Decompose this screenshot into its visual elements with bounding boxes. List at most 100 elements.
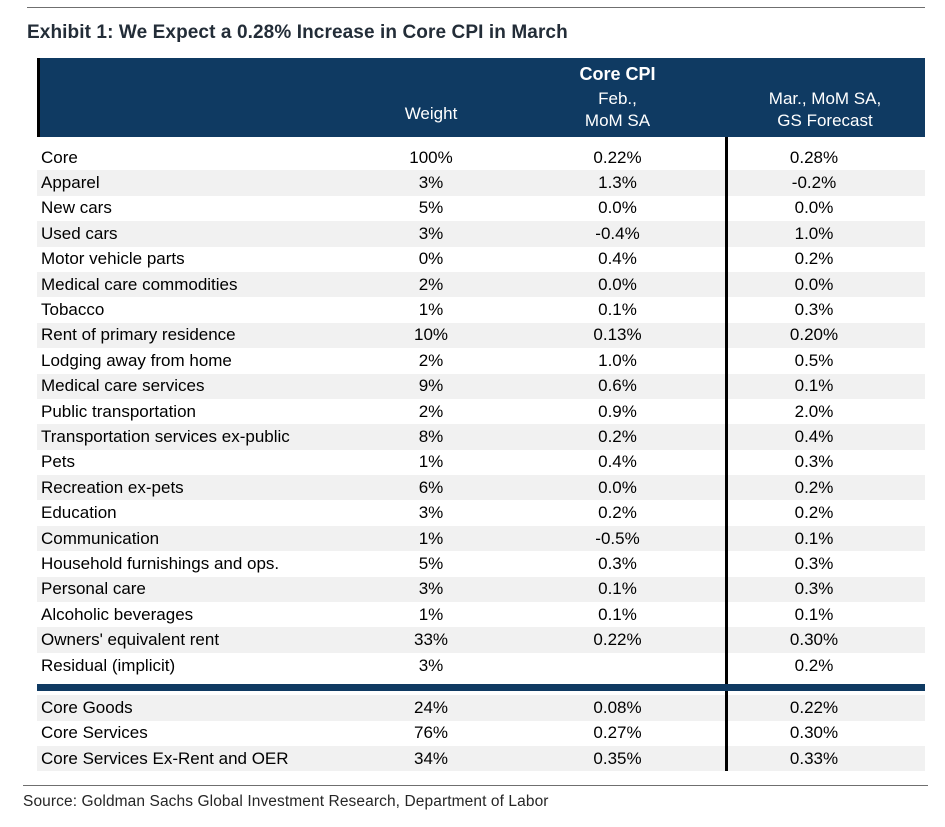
feb-cell: 0.9% <box>598 401 637 421</box>
mar-cell: 0.1% <box>794 528 834 548</box>
category-cell: Lodging away from home <box>41 350 232 370</box>
feb-cell: 0.3% <box>598 553 637 573</box>
table-row: Alcoholic beverages 1% 0.1% 0.1% <box>37 602 925 627</box>
weight-cell: 10% <box>413 325 449 345</box>
table-row: Medical care commodities 2% 0.0% 0.0% <box>37 271 925 298</box>
mar-cell: 0.0% <box>794 198 834 218</box>
table-row: Medical care services 9% 0.6% 0.1% <box>37 373 925 399</box>
core-cpi-table: Weight Core CPI Feb., MoM SA Mar., MoM S… <box>37 58 925 772</box>
mar-column-label: Mar., MoM SA, GS Forecast <box>768 89 882 130</box>
weight-cell: 1% <box>418 300 444 320</box>
mar-cell: 0.5% <box>794 350 834 370</box>
weight-cell: 2% <box>418 401 444 421</box>
feb-cell: 0.22% <box>593 147 642 167</box>
category-cell: Medical care commodities <box>41 274 238 294</box>
feb-cell: 0.22% <box>593 630 642 650</box>
feb-cell: 0.2% <box>598 426 637 446</box>
table-row: Residual (implicit) 3% 0.2% <box>37 653 925 678</box>
mar-cell: -0.2% <box>791 173 837 193</box>
table-row: Tobacco 1% 0.1% 0.3% <box>37 297 925 322</box>
table-row: Core Services 76% 0.27% 0.30% <box>37 721 925 746</box>
header-body-gap <box>37 137 925 145</box>
category-cell: Transportation services ex-public <box>41 426 290 446</box>
mar-cell: 0.2% <box>794 503 834 523</box>
category-cell: Owners' equivalent rent <box>41 630 220 650</box>
feb-cell: 1.0% <box>598 350 637 370</box>
table-row: Communication 1% -0.5% 0.1% <box>37 525 925 552</box>
mar-cell: 2.0% <box>794 401 834 421</box>
feb-cell: 0.1% <box>598 579 637 599</box>
mar-cell: 0.2% <box>794 477 834 497</box>
table-row: Household furnishings and ops. 5% 0.3% 0.3% <box>37 551 925 576</box>
column-divider-line <box>725 137 728 772</box>
category-cell: Pets <box>41 452 76 472</box>
category-cell: Used cars <box>41 223 118 243</box>
weight-cell: 8% <box>418 426 444 446</box>
table-row: Personal care 3% 0.1% 0.3% <box>37 576 925 603</box>
table-row: Core 100% 0.22% 0.28% <box>37 145 925 170</box>
category-cell: Medical care services <box>41 376 205 396</box>
table-row: Motor vehicle parts 0% 0.4% 0.2% <box>37 247 925 272</box>
mar-cell: 0.28% <box>789 147 839 167</box>
table-header: Weight Core CPI Feb., MoM SA Mar., MoM S… <box>37 58 925 137</box>
table-row: Lodging away from home 2% 1.0% 0.5% <box>37 348 925 373</box>
group-header-core-cpi: Core CPI <box>579 64 656 84</box>
table-row: Apparel 3% 1.3% -0.2% <box>37 170 925 196</box>
table-row: Transportation services ex-public 8% 0.2% 0… <box>37 424 925 450</box>
weight-cell: 1% <box>418 452 444 472</box>
category-cell: Apparel <box>41 173 100 193</box>
feb-cell: 0.4% <box>598 249 637 269</box>
category-cell: Alcoholic beverages <box>41 604 194 624</box>
mar-cell: 0.1% <box>794 604 834 624</box>
mar-cell: 0.3% <box>794 553 834 573</box>
category-cell: Education <box>41 503 117 523</box>
feb-cell: 0.08% <box>593 697 642 717</box>
table-row: Recreation ex-pets 6% 0.0% 0.2% <box>37 475 925 501</box>
exhibit-title: Exhibit 1: We Expect a 0.28% Increase in… <box>27 22 568 43</box>
feb-cell: -0.4% <box>595 223 640 243</box>
category-cell: Rent of primary residence <box>41 325 236 345</box>
weight-cell: 0% <box>418 249 444 269</box>
weight-cell: 76% <box>413 723 449 743</box>
table-row: Core Services Ex-Rent and OER 34% 0.35% 0.3… <box>37 745 925 772</box>
header-weight-cell: Weight <box>352 58 510 137</box>
weight-cell: 3% <box>418 173 444 193</box>
feb-cell: 0.2% <box>598 503 637 523</box>
table-row: Rent of primary residence 10% 0.13% 0.20% <box>37 322 925 349</box>
category-cell: Household furnishings and ops. <box>41 553 280 573</box>
category-cell: Public transportation <box>41 401 196 421</box>
mar-cell: 0.20% <box>789 325 839 345</box>
category-cell: Core Goods <box>41 697 133 717</box>
category-cell: New cars <box>41 198 112 218</box>
table-row: Owners' equivalent rent 33% 0.22% 0.30% <box>37 627 925 653</box>
weight-cell: 3% <box>418 655 444 675</box>
feb-cell: 1.3% <box>598 173 637 193</box>
category-cell: Residual (implicit) <box>41 655 176 675</box>
feb-cell: 0.27% <box>593 723 642 743</box>
table-row: Education 3% 0.2% 0.2% <box>37 500 925 525</box>
feb-cell: 0.0% <box>598 477 637 497</box>
header-feb-cell: Core CPI Feb., MoM SA <box>510 58 725 137</box>
weight-cell: 1% <box>418 528 444 548</box>
weight-cell: 34% <box>413 748 449 768</box>
category-cell: Core Services Ex-Rent and OER <box>41 748 289 768</box>
mar-cell: 0.3% <box>794 579 834 599</box>
category-cell: Core <box>41 147 78 167</box>
feb-cell: 0.1% <box>598 604 637 624</box>
weight-cell: 24% <box>413 697 449 717</box>
mar-cell: 0.30% <box>789 630 839 650</box>
mar-cell: 0.1% <box>794 376 834 396</box>
table-row: Used cars 3% -0.4% 1.0% <box>37 221 925 247</box>
category-cell: Core Services <box>41 723 148 743</box>
source-note: Source: Goldman Sachs Global Investment … <box>23 793 549 810</box>
feb-cell: 0.4% <box>598 452 637 472</box>
table-row: New cars 5% 0.0% 0.0% <box>37 196 925 221</box>
table-body-main: Core 100% 0.22% 0.28% Apparel 3% 1.3% -0.2% New … <box>37 145 925 678</box>
weight-cell: 3% <box>418 223 444 243</box>
mar-cell: 0.3% <box>794 300 834 320</box>
weight-cell: 9% <box>418 376 444 396</box>
mar-cell: 0.3% <box>794 452 834 472</box>
feb-column-label: Feb., MoM SA <box>584 89 651 130</box>
table-body-summary: Core Goods 24% 0.08% 0.22% Core Services 76% 0… <box>37 695 925 772</box>
